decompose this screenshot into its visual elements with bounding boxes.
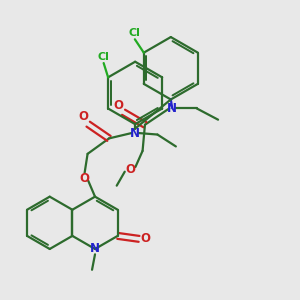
Text: N: N	[130, 127, 140, 140]
Text: Cl: Cl	[98, 52, 109, 61]
Text: N: N	[167, 102, 177, 115]
Text: O: O	[113, 99, 123, 112]
Text: O: O	[141, 232, 151, 245]
Text: Cl: Cl	[129, 28, 141, 38]
Text: O: O	[80, 172, 90, 185]
Text: N: N	[90, 242, 100, 256]
Text: O: O	[79, 110, 89, 123]
Text: O: O	[125, 163, 135, 176]
